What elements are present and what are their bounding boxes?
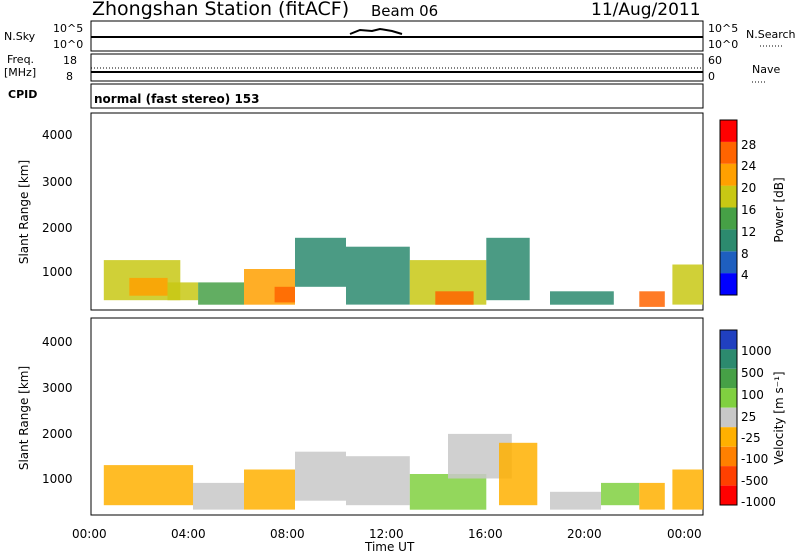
velocity-cell-7 (499, 442, 538, 506)
vel-cbar-tick-1000: 1000 (741, 344, 772, 358)
velocity-colorbar-swatch-8 (720, 485, 737, 505)
velocity-cell-8 (550, 491, 601, 510)
velocity-cell-3 (295, 451, 346, 501)
power-colorbar-swatch-2 (720, 229, 737, 252)
cpid-mode: normal (fast stereo) 153 (94, 92, 260, 106)
velocity-cell-5 (409, 474, 487, 510)
freq-unit-label: [MHz] (4, 66, 37, 79)
vel-cbar-tick-100: 100 (741, 388, 764, 402)
nsearch-tick-bottom: 10^0 (708, 38, 739, 51)
power-cell-9 (435, 291, 474, 305)
velocity-heatmap (103, 433, 703, 510)
power-cbar-tick-16: 16 (741, 203, 757, 217)
nave-tick-bottom: 0 (708, 70, 715, 83)
power-cell-10 (486, 237, 530, 301)
nsearch-label: N.Search (746, 28, 796, 41)
nave-tick-top: 60 (708, 54, 722, 67)
power-cbar-tick-12: 12 (741, 225, 757, 239)
xtick-1200: 12:00 (369, 527, 404, 541)
freq-label: Freq. (7, 53, 35, 66)
nsky-burst (349, 27, 403, 35)
velocity-ytick-4000: 4000 (42, 335, 73, 349)
xtick-1600: 16:00 (468, 527, 503, 541)
power-cell-1 (129, 277, 168, 296)
power-ytick-2000: 2000 (42, 221, 73, 235)
power-colorbar (719, 119, 738, 296)
power-cbar-tick-4: 4 (741, 268, 749, 282)
power-colorbar-frame (719, 119, 738, 296)
velocity-ytick-3000: 3000 (42, 381, 73, 395)
vel-cbar-tick-500: 500 (741, 366, 764, 380)
nave-label: Nave (752, 63, 781, 76)
velocity-colorbar-frame (719, 329, 738, 506)
power-colorbar-swatch-3 (720, 207, 737, 230)
velocity-colorbar-swatch-2 (720, 368, 737, 389)
power-cbar-tick-28: 28 (741, 138, 757, 152)
station-title: Zhongshan Station (fitACF) (92, 0, 350, 20)
vel-cbar-tick-25: 25 (741, 410, 757, 424)
vel-cbar-tick-minus100: -100 (741, 452, 769, 466)
power-colorbar-swatch-1 (720, 251, 737, 274)
xtick-0800: 08:00 (270, 527, 305, 541)
freq-tick-bottom: 8 (66, 70, 73, 83)
cpid-label: CPID (8, 88, 38, 101)
velocity-colorbar-swatch-3 (720, 388, 737, 408)
velocity-cell-10 (639, 482, 665, 510)
velocity-colorbar-swatch-5 (720, 427, 737, 447)
power-colorbar-swatch-6 (720, 141, 737, 164)
vel-cbar-tick-minus1000: -1000 (741, 495, 776, 509)
velocity-ytick-1000: 1000 (42, 472, 73, 486)
velocity-cell-0 (103, 465, 194, 506)
nsky-tick-top: 10^5 (53, 22, 84, 35)
nsearch-tick-top: 10^5 (708, 22, 739, 35)
power-cell-2 (167, 282, 199, 301)
velocity-colorbar-swatch-6 (720, 446, 737, 467)
power-colorbar-swatch-4 (720, 185, 737, 208)
nsky-label: N.Sky (4, 30, 36, 43)
power-cell-3 (198, 282, 244, 305)
velocity-cell-9 (601, 482, 640, 506)
freq-tick-top: 18 (63, 54, 77, 67)
velocity-cell-4 (346, 456, 410, 506)
xtick-2000: 20:00 (567, 527, 602, 541)
power-ytick-3000: 3000 (42, 175, 73, 189)
velocity-colorbar-swatch-4 (720, 407, 737, 428)
xtick-0400: 04:00 (171, 527, 206, 541)
power-colorbar-swatch-0 (720, 273, 737, 295)
xaxis-label: Time UT (365, 540, 415, 554)
velocity-cell-2 (244, 469, 295, 510)
velocity-ytick-2000: 2000 (42, 427, 73, 441)
power-heatmap (103, 237, 703, 307)
velocity-cell-1 (193, 482, 244, 510)
date-label: 11/Aug/2011 (591, 0, 701, 20)
velocity-colorbar-swatch-1 (720, 349, 737, 369)
power-cbar-tick-8: 8 (741, 247, 749, 261)
power-panel-frame (90, 112, 704, 311)
velocity-colorbar-swatch-7 (720, 466, 737, 486)
power-cell-11 (550, 291, 614, 305)
power-colorbar-swatch-5 (720, 163, 737, 186)
power-colorbar-swatch-7 (720, 120, 737, 142)
power-cell-7 (346, 246, 410, 305)
power-ytick-1000: 1000 (42, 265, 73, 279)
xtick-0000: 00:00 (72, 527, 107, 541)
power-cbar-tick-24: 24 (741, 159, 757, 173)
velocity-cell-11 (672, 469, 703, 510)
cpid-panel-frame (90, 83, 704, 109)
power-cell-12 (639, 291, 665, 307)
velocity-colorbar-swatch-0 (720, 330, 737, 350)
power-cbar-tick-20: 20 (741, 181, 757, 195)
power-ytick-4000: 4000 (42, 128, 73, 142)
velocity-panel-frame (90, 317, 704, 516)
velocity-colorbar (719, 329, 738, 506)
beam-label: Beam 06 (371, 2, 439, 20)
vel-cbar-tick-minus25: -25 (741, 431, 761, 445)
vel-cbar-tick-minus500: -500 (741, 474, 769, 488)
xtick-2400: 00:00 (667, 527, 702, 541)
power-cell-5 (274, 286, 295, 303)
nsky-tick-bottom: 10^0 (53, 38, 84, 51)
power-cell-13 (672, 264, 703, 305)
power-cell-6 (295, 237, 346, 287)
